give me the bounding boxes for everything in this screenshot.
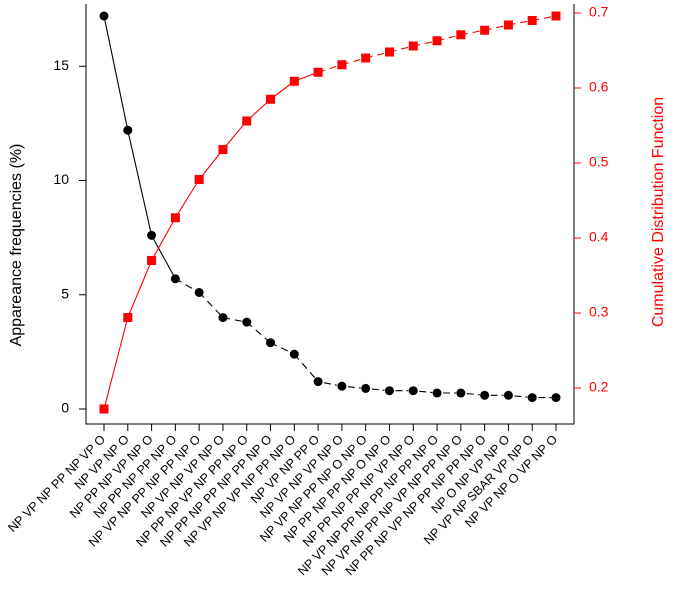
series-1-point [456,388,466,398]
left-axis-tick-label: 5 [61,285,69,301]
series-2-segment [127,260,153,318]
plot-frame [85,4,575,425]
series-2-point [218,145,228,154]
series-1-point [480,390,490,400]
right-axis-tick-label: 0.7 [589,4,609,20]
series-1-segment [198,292,224,318]
series-1-point [503,390,513,400]
series-1-segment [341,385,366,389]
series-1-point [551,393,561,403]
series-1-segment [508,394,533,399]
right-axis-tick-label: 0.4 [589,229,609,245]
series-2-point [503,20,513,30]
right-axis-tick-label: 0.3 [589,304,609,320]
series-1-segment [175,278,200,293]
series-1-point [242,317,252,327]
right-axis-tick-label: 0.2 [589,379,609,395]
series-1-point [266,338,276,348]
series-1-segment [460,392,485,396]
series-1-segment [127,130,153,236]
series-2-segment [151,217,176,261]
left-axis-tick-label: 15 [53,57,69,73]
x-axis-tick-label: NP VP NP PP NP VP O [5,432,108,535]
series-2-point [313,67,323,77]
series-2-point [361,53,371,63]
series-1-point [408,386,418,396]
series-1-segment [293,353,319,382]
series-2-point [456,30,466,40]
series-2-point [242,116,252,126]
series-2-point [99,404,109,414]
x-axis: NP VP NP PP NP VP ONP VP NP ONP PP NP VP… [5,424,560,578]
series-2-point [551,11,561,21]
series-1-segment [151,235,176,280]
series-2-segment [222,120,248,150]
series-1-point [218,313,228,323]
series-2-point [194,175,204,184]
series-2-point [123,313,133,322]
series-1-segment [103,15,129,131]
series-1-point [170,274,180,284]
series-2-point [337,60,347,70]
series-1-point [337,381,347,391]
right-axis-tick-label: 0.6 [589,79,609,95]
series-lines [103,15,557,410]
series-1-segment [246,321,271,344]
series-2-point [266,94,276,104]
series-2-segment [198,149,224,180]
series-1-point [147,230,157,240]
series-1-point [313,377,323,387]
series-2-point [527,16,537,25]
right-axis-title: Cumulative Distribution Function [650,97,667,327]
right-axis-tick-label: 0.5 [589,154,609,170]
series-2-point [289,76,299,86]
left-axis-title: Appareance frequencies (%) [8,144,25,347]
series-2-point [480,25,490,35]
left-axis-tick-label: 10 [53,171,69,187]
left-axis-tick-label: 0 [61,400,69,416]
series-1-point [99,11,109,21]
series-1-point [432,388,442,398]
series-2-point [432,36,442,46]
series-2-segment [103,317,129,410]
plot-box [85,4,575,425]
series-1-point [527,393,537,403]
left-axis: 0 5 10 15 [53,57,86,416]
series-1-point [384,386,394,396]
series-1-point [289,349,299,359]
series-2-point [408,41,418,51]
right-axis: 0.2 0.3 0.4 0.5 0.6 0.7 [574,4,609,395]
series-1-point [361,383,371,393]
series-1-segment [413,390,438,394]
series-1-point [123,125,133,135]
series-2-segment [174,179,200,219]
series-1-segment [318,381,342,387]
series-2-point [170,213,180,223]
series-1-point [194,287,204,297]
series-2-point [384,47,394,57]
series-markers [99,11,561,414]
series-2-point [147,256,157,265]
series-1-segment [365,387,390,392]
